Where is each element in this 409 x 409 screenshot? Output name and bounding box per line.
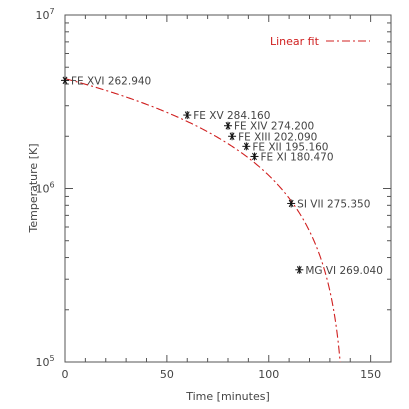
data-point-label: FE XI 180.470 — [260, 151, 333, 163]
x-axis-ticks: 0 50 100 150 — [62, 15, 392, 381]
data-point-label: FE XII 195.160 — [252, 141, 328, 153]
linear-fit-line — [64, 78, 341, 363]
x-tick-label: 0 — [62, 368, 69, 381]
legend-label: Linear fit — [270, 35, 320, 48]
x-tick-label: 150 — [360, 368, 381, 381]
data-point: FE XII 195.160 — [242, 141, 328, 153]
x-tick-label: 100 — [258, 368, 279, 381]
data-point: MG VI 269.040 — [295, 265, 383, 277]
data-point-label: FE XIV 274.200 — [234, 121, 314, 133]
data-point: FE XV 284.160 — [183, 110, 270, 122]
data-point: FE XIII 202.090 — [228, 131, 317, 143]
y-axis-title: Temperature [K] — [27, 144, 40, 234]
x-axis-title: Time [minutes] — [185, 390, 270, 403]
y-tick-label: 107 — [35, 7, 54, 22]
data-point: SI VII 275.350 — [287, 198, 370, 210]
data-point-label: MG VI 269.040 — [305, 265, 383, 277]
plot-frame — [64, 14, 392, 363]
data-point-label: SI VII 275.350 — [297, 198, 370, 210]
legend: Linear fit — [270, 35, 370, 48]
x-tick-label: 50 — [160, 368, 174, 381]
data-point-label: FE XIII 202.090 — [238, 131, 317, 143]
data-point: FE XI 180.470 — [250, 151, 334, 163]
data-point-label: FE XV 284.160 — [193, 110, 270, 122]
data-point: FE XIV 274.200 — [224, 121, 314, 133]
y-tick-label: 105 — [35, 354, 54, 369]
data-point-label: FE XVI 262.940 — [71, 75, 151, 87]
data-point: FE XVI 262.940 — [61, 75, 151, 87]
